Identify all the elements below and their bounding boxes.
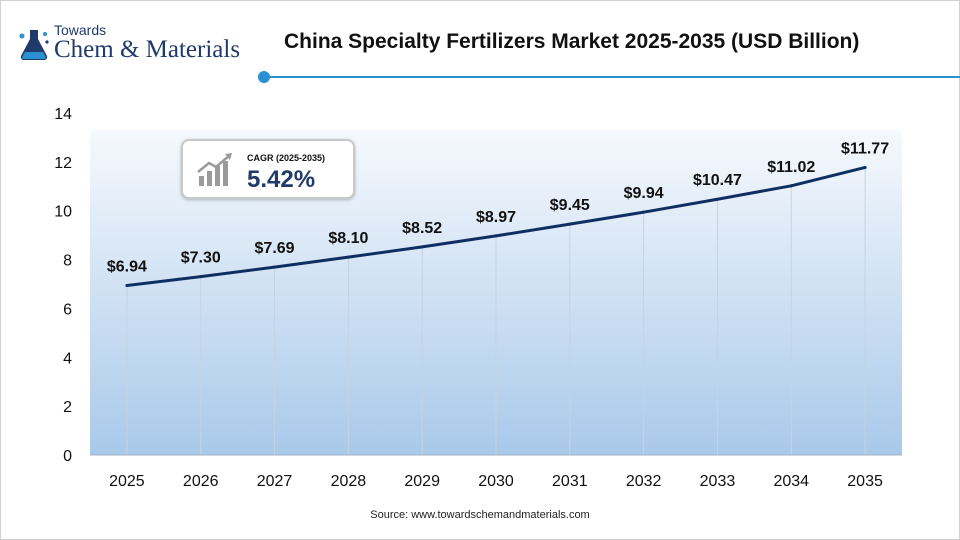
y-tick-label: 6 <box>63 301 72 318</box>
data-label: $6.94 <box>107 258 147 275</box>
y-tick-label: 12 <box>54 155 72 172</box>
title-underline-dot <box>258 71 270 83</box>
chart-title: China Specialty Fertilizers Market 2025-… <box>284 30 860 53</box>
x-tick-label: 2030 <box>478 473 514 490</box>
data-point-2026 <box>199 275 203 279</box>
x-tick-label: 2032 <box>626 473 662 490</box>
x-tick-label: 2026 <box>183 473 219 490</box>
data-label: $9.45 <box>550 197 590 214</box>
source-note: Source: www.towardschemandmaterials.com <box>370 509 590 521</box>
data-point-2028 <box>346 255 350 259</box>
data-label: $8.10 <box>328 230 368 247</box>
data-labels: $6.94 $7.30 $7.69 $8.10 $8.52 $8.97 $9.45 $9.94… <box>107 140 889 275</box>
brand-logo: Towards Chem & Materials <box>14 22 254 66</box>
data-point-2031 <box>568 222 572 226</box>
cagr-value: 5.42% <box>247 166 316 193</box>
data-point-2034 <box>789 184 793 188</box>
data-label: $7.69 <box>255 240 295 257</box>
data-point-2033 <box>715 197 719 201</box>
y-axis-labels: 0 2 4 6 8 10 12 14 <box>54 106 72 465</box>
x-tick-label: 2027 <box>257 473 293 490</box>
cagr-callout: CAGR (2025-2035) 5.42% <box>181 139 355 199</box>
flask-icon <box>19 30 49 61</box>
x-tick-label: 2033 <box>700 473 736 490</box>
logo-text-chem-materials: Chem & Materials <box>54 36 241 63</box>
data-label: $7.30 <box>181 250 221 267</box>
y-tick-label: 2 <box>63 399 72 416</box>
x-tick-label: 2028 <box>331 473 367 490</box>
y-tick-label: 0 <box>63 448 72 465</box>
x-tick-label: 2035 <box>847 473 883 490</box>
vertical-gridlines <box>90 167 902 456</box>
data-point-2027 <box>273 265 277 269</box>
data-label: $9.94 <box>624 185 664 202</box>
x-tick-label: 2031 <box>552 473 588 490</box>
x-tick-label: 2029 <box>404 473 440 490</box>
logo-text-towards: Towards <box>54 22 107 38</box>
cagr-label: CAGR (2025-2035) <box>247 153 326 163</box>
y-tick-label: 10 <box>54 204 72 221</box>
x-tick-label: 2025 <box>109 473 145 490</box>
series-line-group <box>125 165 867 287</box>
data-point-2025 <box>125 283 129 287</box>
y-tick-label: 8 <box>63 253 72 270</box>
y-tick-label: 4 <box>63 350 72 367</box>
x-tick-label: 2034 <box>773 473 809 490</box>
data-point-2032 <box>642 210 646 214</box>
y-tick-label: 14 <box>54 106 72 123</box>
data-label: $11.02 <box>767 159 815 176</box>
data-point-2035 <box>863 165 867 169</box>
data-label: $8.52 <box>402 220 442 237</box>
data-point-2029 <box>420 245 424 249</box>
title-underline <box>264 76 960 78</box>
data-label: $10.47 <box>693 172 742 189</box>
data-label: $11.77 <box>841 140 889 157</box>
x-axis-labels: 2025 2026 2027 2028 2029 2030 2031 2032 2033 2034… <box>109 473 883 490</box>
data-label: $8.97 <box>476 209 516 226</box>
growth-chart-icon <box>197 153 232 186</box>
data-point-2030 <box>494 234 498 238</box>
